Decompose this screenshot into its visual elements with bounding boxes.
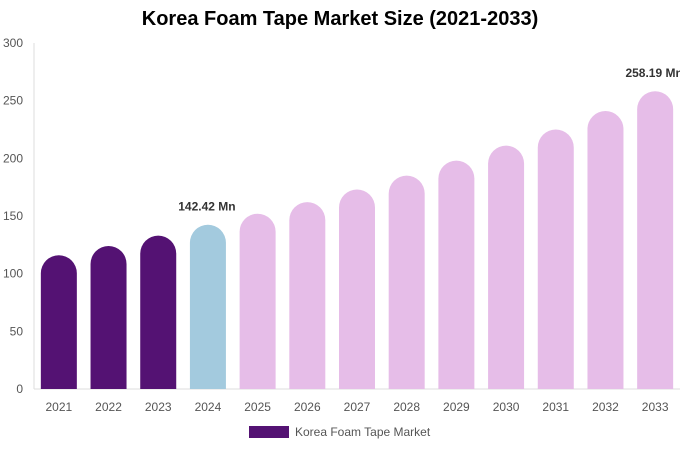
y-tick-label: 0 [16,382,23,396]
x-tick-label: 2030 [493,400,520,414]
y-tick-label: 300 [3,36,23,50]
x-tick-label: 2026 [294,400,321,414]
bar-2032 [587,111,624,389]
legend-label: Korea Foam Tape Market [295,425,431,439]
data-label-2024: 142.42 Mn [178,200,235,214]
y-tick-label: 200 [3,151,23,165]
bar-2024 [189,224,226,389]
x-tick-label: 2021 [45,400,72,414]
bar-2023 [140,235,177,389]
x-tick-label: 2032 [592,400,619,414]
bar-2026 [289,202,326,389]
x-tick-label: 2023 [145,400,172,414]
bar-2028 [388,175,425,389]
y-tick-label: 100 [3,267,23,281]
y-tick-label: 50 [10,324,24,338]
x-tick-label: 2029 [443,400,470,414]
x-tick-label: 2027 [344,400,371,414]
bar-2031 [537,129,574,389]
legend-swatch [249,426,289,438]
bar-2025 [239,213,276,389]
bar-2027 [339,189,375,389]
legend[interactable]: Korea Foam Tape Market [249,425,430,439]
bar-2030 [488,145,525,389]
x-tick-label: 2022 [95,400,122,414]
x-tick-label: 2028 [393,400,420,414]
bar-2029 [438,160,475,389]
bar-2021 [40,255,77,389]
x-tick-label: 2025 [244,400,271,414]
x-tick-label: 2031 [542,400,569,414]
chart-title: Korea Foam Tape Market Size (2021-2033) [141,8,539,30]
bar-2022 [90,245,127,389]
y-tick-label: 150 [3,209,23,223]
data-label-2033: 258.19 Mn [625,66,680,80]
bar-2033 [637,91,674,390]
x-tick-label: 2024 [195,400,222,414]
y-tick-label: 250 [3,94,23,108]
x-tick-label: 2033 [642,400,669,414]
